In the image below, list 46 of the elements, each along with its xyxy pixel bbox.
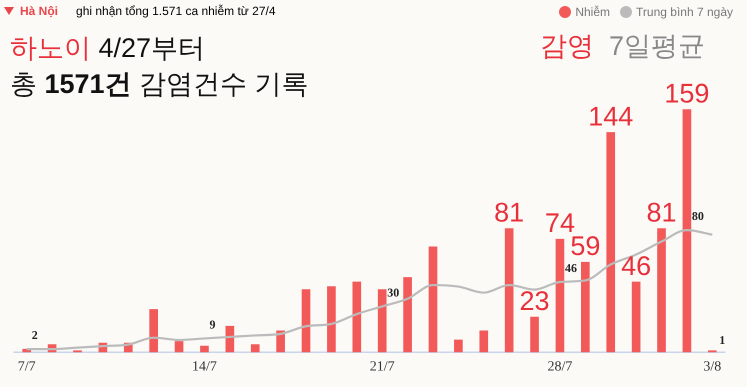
annotation: 1	[719, 332, 726, 347]
bar	[530, 316, 539, 352]
data-label: 144	[588, 101, 634, 132]
data-label: 46	[564, 261, 577, 276]
data-label: 9	[209, 318, 216, 332]
bar	[556, 238, 564, 352]
x-tick-label: 14/7	[192, 359, 217, 374]
bar	[428, 246, 438, 352]
x-tick-label: 3/8	[703, 359, 722, 374]
chart-subtitle: ghi nhận tổng 1.571 ca nhiễm từ 27/4	[76, 4, 276, 18]
bar	[581, 262, 590, 352]
bar	[454, 340, 463, 352]
legend-label: Trung bình 7 ngày	[635, 5, 733, 19]
text: 총 1571건 감염건수 기록	[10, 69, 309, 99]
text: 하노이 4/27부터	[10, 33, 206, 63]
data-label: 80	[692, 209, 704, 224]
bar	[657, 228, 666, 352]
bar	[403, 277, 412, 352]
legend-label: Nhiễm	[574, 5, 610, 19]
bar	[606, 132, 616, 352]
data-label: 30	[387, 286, 400, 300]
text: 7일평균	[608, 31, 706, 61]
bar	[352, 282, 362, 352]
bar	[682, 109, 692, 352]
x-tick-label: 21/7	[370, 359, 395, 374]
bar	[174, 341, 184, 352]
x-tick-label: 7/7	[18, 359, 36, 374]
data-label: 59	[570, 231, 600, 262]
text: 감영	[540, 31, 594, 61]
x-tick-label: 28/7	[548, 359, 572, 374]
bar	[302, 289, 310, 352]
data-label: 81	[646, 198, 677, 228]
bar	[479, 330, 488, 352]
bar	[149, 309, 158, 352]
data-label: 159	[664, 78, 710, 108]
data-label: 23	[520, 286, 550, 316]
chart-title: Hà Nội	[20, 4, 58, 18]
bar	[327, 286, 336, 352]
bar	[250, 344, 260, 352]
bar	[200, 346, 209, 352]
bar	[378, 289, 387, 352]
data-label: 2	[32, 328, 38, 342]
data-label: 46	[621, 250, 652, 281]
bar	[504, 228, 514, 352]
data-label: 81	[494, 198, 524, 228]
bar	[632, 282, 640, 352]
